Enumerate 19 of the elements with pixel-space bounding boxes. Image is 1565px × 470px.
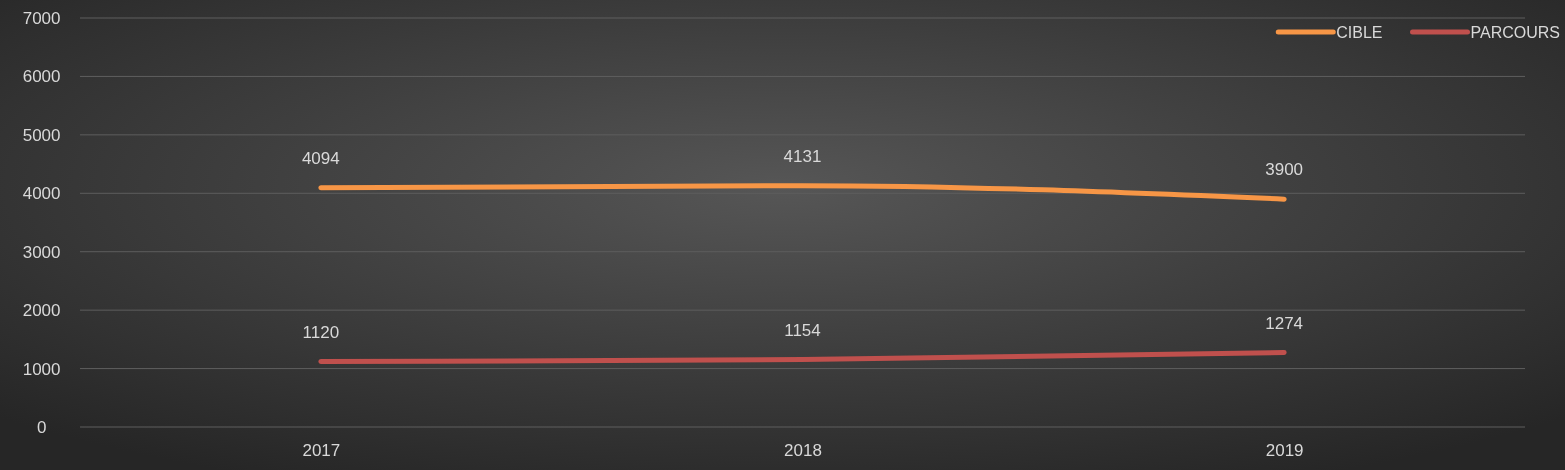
y-tick-label: 5000	[22, 125, 61, 145]
data-label: 1154	[784, 320, 821, 340]
y-tick-label: 2000	[22, 301, 61, 321]
x-tick-label: 2018	[784, 441, 822, 461]
y-tick-label: 0	[36, 417, 47, 437]
data-label: 4094	[301, 148, 340, 168]
legend-label: PARCOURS	[1470, 24, 1560, 41]
x-tick-label: 2017	[302, 441, 341, 461]
data-label: 1120	[302, 322, 340, 342]
data-label: 4131	[783, 146, 822, 166]
data-label: 1274	[1265, 313, 1304, 333]
y-tick-label: 1000	[22, 359, 61, 379]
y-tick-label: 6000	[22, 67, 61, 87]
y-tick-label: 3000	[22, 242, 61, 262]
y-tick-label: 4000	[22, 184, 61, 204]
y-tick-label: 7000	[22, 8, 61, 28]
data-label: 3900	[1265, 160, 1304, 180]
x-tick-label: 2019	[1265, 441, 1304, 461]
legend-label: CIBLE	[1336, 24, 1383, 41]
